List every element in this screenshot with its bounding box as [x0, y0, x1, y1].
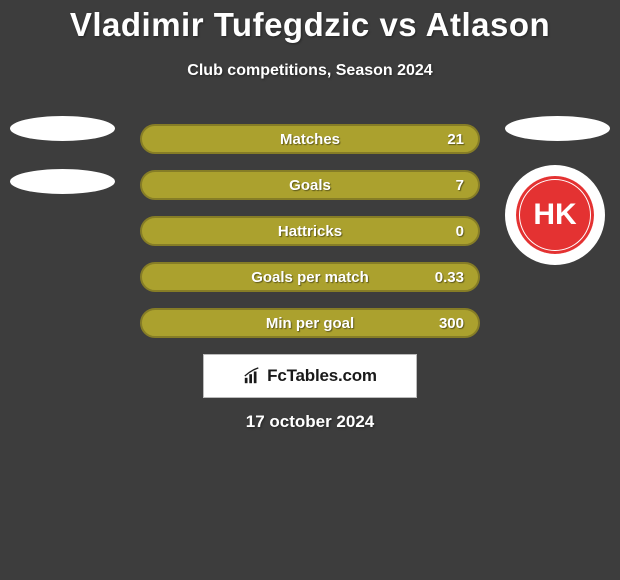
stat-label: Min per goal: [142, 315, 478, 332]
stat-value-right: 21: [447, 131, 464, 148]
subtitle: Club competitions, Season 2024: [0, 62, 620, 80]
vs-label: vs: [379, 6, 417, 43]
club-badge-inner: HK: [514, 174, 596, 256]
stats-bars: Matches 21 Goals 7 Hattricks 0 Goals per…: [140, 124, 480, 338]
stat-label: Goals: [142, 177, 478, 194]
stat-value-right: 300: [439, 315, 464, 332]
footer-date: 17 october 2024: [0, 412, 620, 432]
comparison-card: Vladimir Tufegdzic vs Atlason Club compe…: [0, 0, 620, 432]
stat-row: Goals 7: [140, 170, 480, 200]
player1-name: Vladimir Tufegdzic: [70, 6, 370, 43]
club-badge: HK: [505, 165, 605, 265]
club-badge-label: HK: [533, 198, 576, 232]
stat-label: Goals per match: [142, 269, 478, 286]
stat-value-right: 0: [456, 223, 464, 240]
placeholder-badge: [10, 116, 115, 141]
player2-name: Atlason: [426, 6, 551, 43]
stat-label: Hattricks: [142, 223, 478, 240]
placeholder-badge: [505, 116, 610, 141]
stat-label: Matches: [142, 131, 478, 148]
stat-row: Min per goal 300: [140, 308, 480, 338]
main-area: HK Matches 21 Goals 7 Hattricks 0 Goals …: [0, 124, 620, 432]
stat-row: Matches 21: [140, 124, 480, 154]
right-badge-column: HK: [505, 116, 610, 265]
title: Vladimir Tufegdzic vs Atlason: [0, 6, 620, 44]
brand-box[interactable]: FcTables.com: [203, 354, 417, 398]
brand-text: FcTables.com: [267, 366, 377, 386]
bars-chart-icon: [243, 367, 261, 385]
placeholder-badge: [10, 169, 115, 194]
stat-row: Goals per match 0.33: [140, 262, 480, 292]
left-badge-column: [10, 116, 115, 222]
stat-value-right: 7: [456, 177, 464, 194]
stat-value-right: 0.33: [435, 269, 464, 286]
stat-row: Hattricks 0: [140, 216, 480, 246]
